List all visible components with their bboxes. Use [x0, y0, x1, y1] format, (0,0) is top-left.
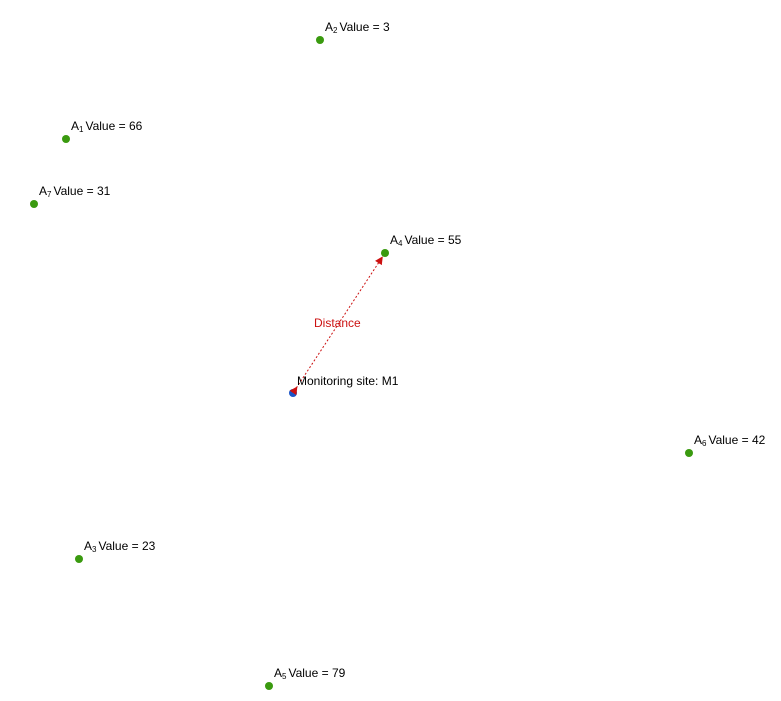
- point-prefix: A: [274, 666, 283, 680]
- monitoring-site-label: Monitoring site: M1: [297, 374, 399, 388]
- distance-label: Distance: [314, 316, 361, 330]
- sample-point-a5: [265, 682, 273, 690]
- point-prefix: A: [694, 433, 703, 447]
- point-subscript: 7: [47, 190, 52, 199]
- sample-point-a2: [316, 36, 324, 44]
- sample-point-a7: [30, 200, 38, 208]
- point-value: Value = 23: [98, 539, 156, 553]
- sample-point-a4: [381, 249, 389, 257]
- point-label-a1: A1 Value = 66: [71, 119, 142, 135]
- point-label-a6: A6 Value = 42: [694, 433, 765, 449]
- point-subscript: 1: [79, 125, 84, 134]
- sample-point-a6: [685, 449, 693, 457]
- point-value: Value = 55: [404, 233, 462, 247]
- point-subscript: 2: [333, 26, 338, 35]
- point-label-a2: A2 Value = 3: [325, 20, 390, 36]
- sample-point-a1: [62, 135, 70, 143]
- point-subscript: 4: [398, 239, 403, 248]
- point-subscript: 5: [282, 672, 287, 681]
- monitoring-site-point: [289, 389, 297, 397]
- point-subscript: 3: [92, 545, 97, 554]
- point-value: Value = 31: [53, 184, 111, 198]
- point-value: Value = 3: [339, 20, 390, 34]
- point-prefix: A: [325, 20, 334, 34]
- point-value: Value = 66: [85, 119, 143, 133]
- point-prefix: A: [84, 539, 93, 553]
- point-value: Value = 79: [288, 666, 346, 680]
- point-subscript: 6: [702, 439, 707, 448]
- point-label-a4: A4 Value = 55: [390, 233, 461, 249]
- sample-point-a3: [75, 555, 83, 563]
- point-prefix: A: [71, 119, 80, 133]
- distance-arrow: [289, 256, 383, 396]
- point-value: Value = 42: [708, 433, 766, 447]
- point-label-a3: A3 Value = 23: [84, 539, 155, 555]
- point-prefix: A: [390, 233, 399, 247]
- point-prefix: A: [39, 184, 48, 198]
- point-label-a7: A7 Value = 31: [39, 184, 110, 200]
- point-label-a5: A5 Value = 79: [274, 666, 345, 682]
